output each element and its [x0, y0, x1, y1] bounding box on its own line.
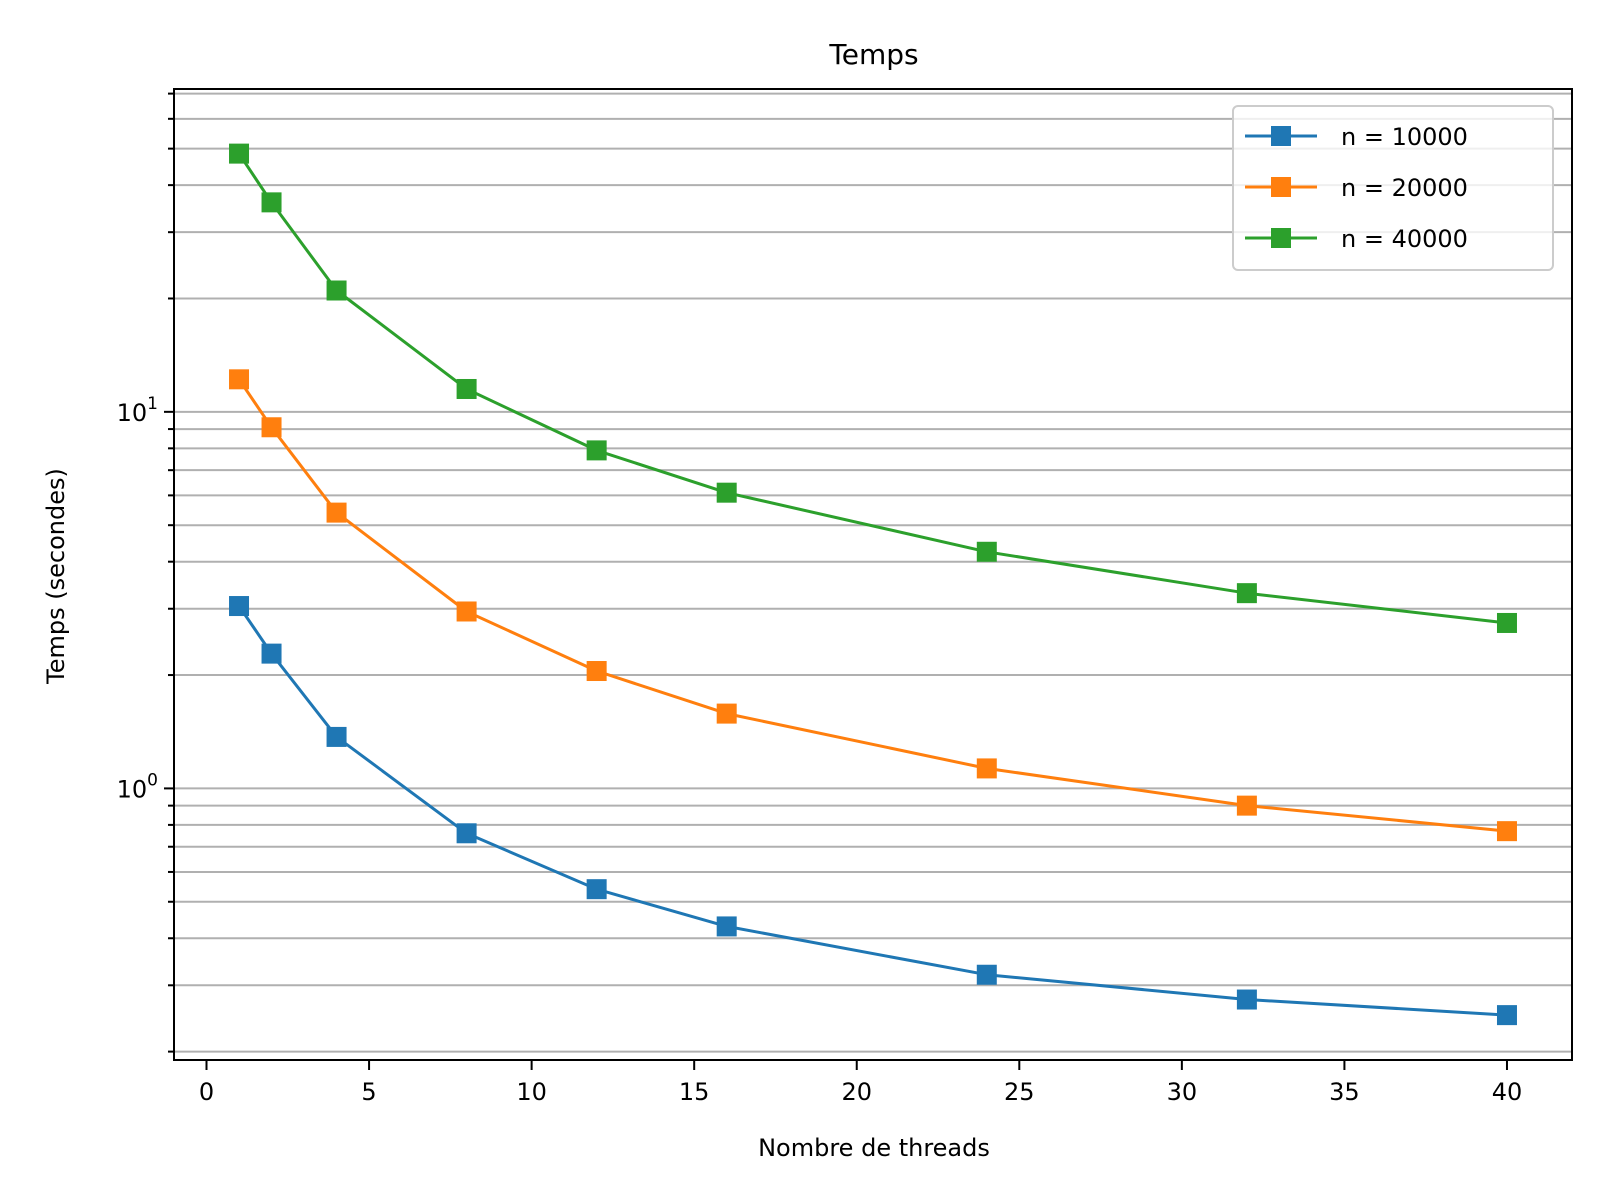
data-point: [261, 643, 282, 664]
series-layer: [229, 143, 1517, 1026]
data-point: [1496, 1005, 1517, 1026]
data-point: [229, 369, 250, 390]
x-tick-label: 25: [1004, 1078, 1035, 1106]
legend-entry: n = 10000: [1245, 123, 1468, 151]
legend-label: n = 20000: [1341, 174, 1468, 202]
legend-marker: [1271, 228, 1291, 248]
x-tick-label: 15: [679, 1078, 710, 1106]
legend-box: [1232, 105, 1554, 271]
data-point: [586, 879, 607, 900]
x-tick-label: 35: [1329, 1078, 1360, 1106]
x-tick-label: 10: [516, 1078, 547, 1106]
data-point: [586, 661, 607, 682]
y-tick-label: 100: [117, 770, 158, 803]
y-tick-label: 101: [117, 394, 158, 427]
data-point: [326, 280, 347, 301]
x-tick-label: 40: [1492, 1078, 1523, 1106]
data-point: [586, 440, 607, 461]
plot-frame: [173, 88, 1573, 1061]
data-point: [1236, 583, 1257, 604]
data-point: [976, 964, 997, 985]
data-point: [456, 601, 477, 622]
legend-marker: [1271, 126, 1291, 146]
data-point: [1496, 612, 1517, 633]
data-point: [716, 703, 737, 724]
legend-entry: n = 20000: [1245, 174, 1468, 202]
data-point: [1236, 795, 1257, 816]
series-3: [229, 143, 1517, 633]
x-axis-ticks: 0 5 10 15 20 25 30 35 40: [199, 1060, 1522, 1106]
y-tick-label-exponent: 1: [147, 394, 158, 414]
data-point: [261, 192, 282, 213]
data-point: [261, 417, 282, 438]
y-tick-label-base: 10: [117, 399, 148, 427]
x-tick-label: 30: [1167, 1078, 1198, 1106]
data-point: [716, 482, 737, 503]
x-tick-label: 20: [841, 1078, 872, 1106]
data-point: [229, 596, 250, 617]
series-2: [229, 369, 1517, 842]
y-axis-label: Temps (secondes): [42, 468, 70, 685]
legend-marker: [1271, 177, 1291, 197]
data-point: [976, 541, 997, 562]
series-line: [237, 605, 1508, 1017]
data-point: [456, 823, 477, 844]
y-tick-label-base: 10: [117, 775, 148, 803]
y-tick-label-exponent: 0: [147, 770, 158, 790]
x-axis-label: Nombre de threads: [758, 1134, 990, 1162]
legend-label: n = 40000: [1341, 225, 1468, 253]
series-line: [237, 378, 1508, 833]
legend-entry: n = 40000: [1245, 225, 1468, 253]
legend: n = 10000 n = 20000 n = 40000: [1232, 105, 1554, 271]
legend-label: n = 10000: [1341, 123, 1468, 151]
chart-title: Temps: [828, 38, 918, 71]
x-tick-label: 0: [199, 1078, 214, 1106]
data-point: [716, 916, 737, 937]
series-1: [229, 596, 1517, 1026]
data-point: [976, 758, 997, 779]
data-point: [229, 143, 250, 164]
x-tick-label: 5: [361, 1078, 376, 1106]
data-point: [326, 726, 347, 747]
data-point: [1236, 989, 1257, 1010]
data-point: [456, 378, 477, 399]
data-point: [1496, 821, 1517, 842]
data-point: [326, 502, 347, 523]
